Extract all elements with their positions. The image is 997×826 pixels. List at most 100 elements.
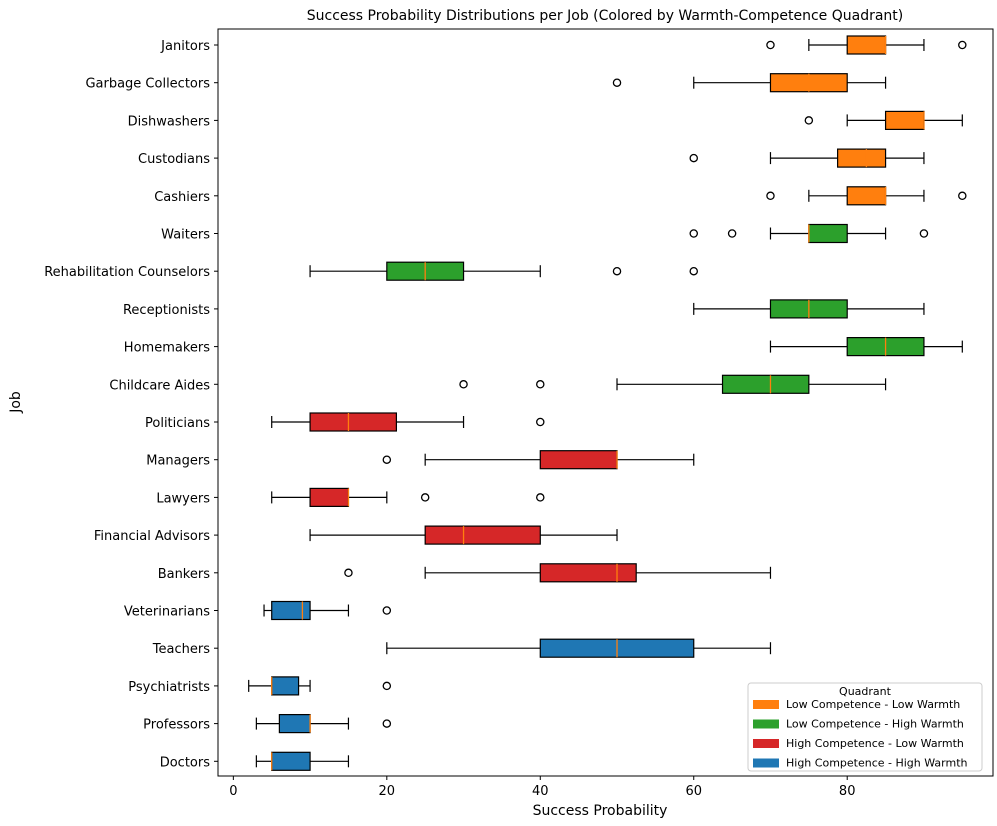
ytick-label-politicians: Politicians [145,416,210,431]
ytick-label-homemakers: Homemakers [124,341,210,356]
ytick-label-financial-advisors: Financial Advisors [94,529,210,544]
ytick-label-psychiatrists: Psychiatrists [128,680,210,695]
legend-entries: Low Competence - Low Warmth Low Competenc… [753,698,968,770]
box-politicians [309,412,398,432]
box-group-doctors [255,751,350,771]
outlier-psychiatrists-0 [382,681,392,691]
box-cashiers [846,186,887,206]
xtick-label-0: 0 [229,784,237,799]
outlier-professors-0 [382,719,392,728]
legend-frame [747,682,983,772]
y-axis-label: Job [8,391,24,414]
box-group-cashiers [766,186,967,206]
ytick-label-managers: Managers [146,454,210,469]
outlier-lawyers-1 [536,493,545,502]
box-group-waiters [689,223,929,244]
outlier-cashiers-0 [766,191,775,201]
box-group-homemakers [769,337,963,357]
xtick-label-40: 40 [532,784,549,799]
box-doctors [271,751,311,771]
box-waiters [808,223,848,244]
box-group-teachers [386,638,772,658]
outlier-dishwashers-0 [804,116,814,125]
box-bankers [539,563,637,583]
box-group-dishwashers [804,110,963,131]
box-group-janitors [766,35,967,55]
legend-title: Quadrant [839,685,892,698]
ytick-label-janitors: Janitors [160,39,210,54]
ytick-label-garbage-collectors: Garbage Collectors [85,77,210,92]
outlier-waiters-1 [727,229,737,238]
ytick-label-dishwashers: Dishwashers [128,114,211,129]
box-group-garbage-collectors [612,73,887,93]
ytick-label-bankers: Bankers [158,567,211,582]
ytick-label-doctors: Doctors [160,755,211,770]
outlier-janitors-1 [958,40,967,50]
outlier-rehabilitation-counselors-0 [612,266,622,276]
legend-label-high-competence-high-warmth: High Competence - High Warmth [786,757,968,770]
box-custodians [837,148,887,168]
ytick-label-cashiers: Cashiers [154,190,210,205]
legend-swatch-high-competence-high-warmth [753,758,779,768]
outlier-waiters-0 [689,229,698,238]
ytick-label-waiters: Waiters [161,228,210,243]
outlier-childcare-aides-1 [536,380,545,389]
ytick-label-receptionists: Receptionists [123,303,210,318]
box-childcare-aides [721,374,810,394]
box-group-childcare-aides [459,374,887,394]
outlier-childcare-aides-0 [459,380,468,389]
box-lawyers [309,487,350,507]
box-group-custodians [689,148,925,168]
outlier-rehabilitation-counselors-1 [689,266,698,276]
xtick-label-80: 80 [839,784,856,799]
outlier-waiters-2 [919,229,929,238]
legend-swatch-low-competence-high-warmth [753,719,779,729]
box-managers [539,450,618,470]
box-group-veterinarians [263,600,392,621]
ytick-label-custodians: Custodians [138,152,210,167]
box-group-rehabilitation-counselors [309,261,698,281]
ytick-label-veterinarians: Veterinarians [124,605,210,620]
plot-area [248,35,967,771]
outlier-bankers-0 [344,568,353,578]
legend-label-high-competence-low-warmth: High Competence - Low Warmth [786,737,964,750]
box-group-professors [255,713,392,734]
box-group-psychiatrists [248,676,392,696]
x-axis-ticks: 0 20 40 60 80 [229,776,855,799]
x-axis-label: Success Probability [533,803,668,819]
outlier-politicians-0 [536,417,545,427]
outlier-lawyers-0 [420,493,430,502]
legend-label-low-competence-high-warmth: Low Competence - High Warmth [786,718,964,731]
ytick-label-childcare-aides: Childcare Aides [109,378,210,393]
outlier-managers-0 [382,455,392,464]
box-veterinarians [271,600,311,621]
box-group-bankers [344,563,772,583]
outlier-janitors-0 [766,40,775,50]
box-dishwashers [884,110,925,131]
xtick-label-60: 60 [685,784,702,799]
legend: Quadrant Low Competence - Low WarmthLow … [747,682,983,772]
legend-label-low-competence-low-warmth: Low Competence - Low Warmth [786,698,960,711]
ytick-label-lawyers: Lawyers [156,491,210,506]
outlier-cashiers-1 [958,191,967,201]
box-group-lawyers [271,487,545,507]
ytick-label-rehabilitation-counselors: Rehabilitation Counselors [44,265,210,280]
box-group-financial-advisors [309,525,618,545]
outlier-garbage-collectors-0 [612,78,622,87]
chart-title: Success Probability Distributions per Jo… [307,8,904,24]
box-group-receptionists [693,299,925,319]
box-psychiatrists [271,676,300,696]
box-group-politicians [271,412,545,432]
box-group-managers [382,450,695,470]
box-professors [278,713,311,734]
box-financial-advisors [424,525,541,545]
xtick-label-20: 20 [379,784,396,799]
y-axis-ticks: Janitors Garbage Collectors Dishwashers Cus… [44,39,218,770]
legend-swatch-low-competence-low-warmth [753,700,779,709]
ytick-label-professors: Professors [143,718,210,733]
box-janitors [846,35,887,55]
ytick-label-teachers: Teachers [152,642,210,657]
outlier-veterinarians-0 [382,606,392,615]
axes-frame [217,28,994,777]
